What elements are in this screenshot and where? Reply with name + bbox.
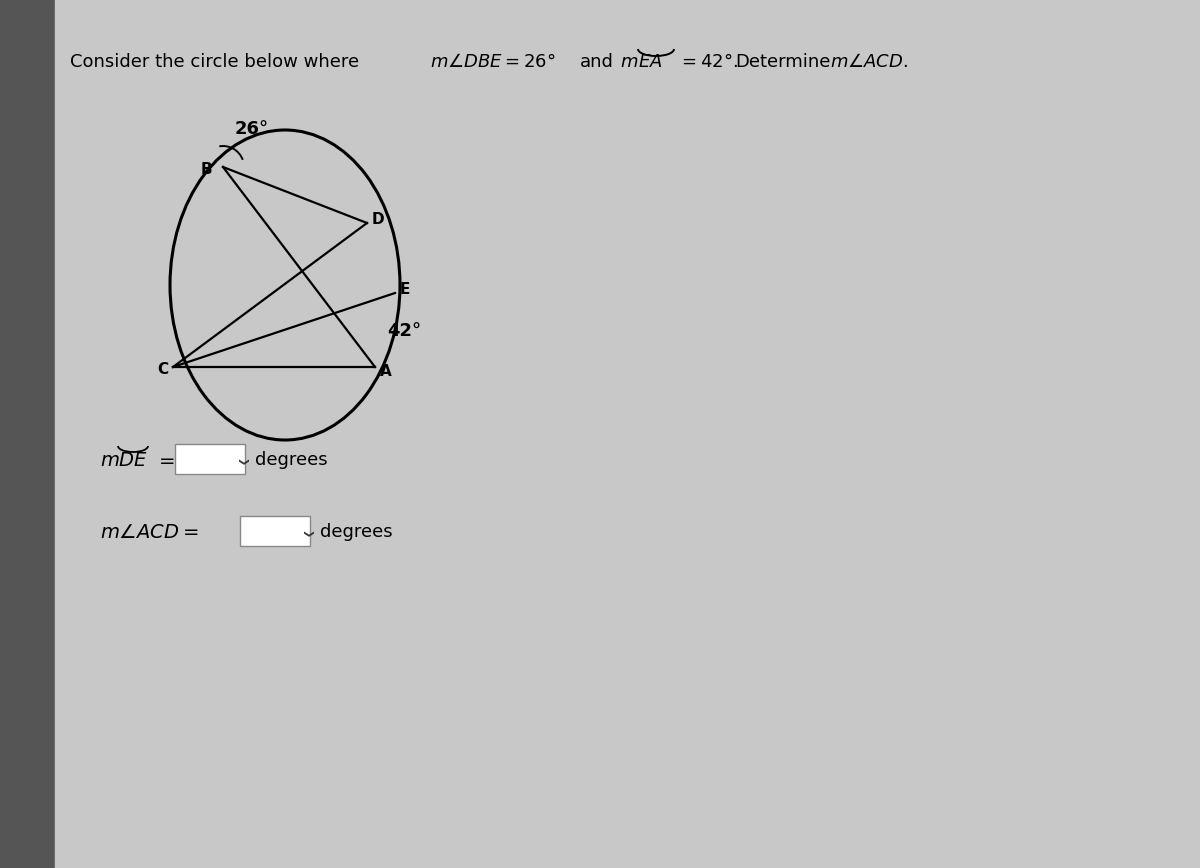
Text: $m\angle ACD =$: $m\angle ACD =$ xyxy=(100,523,199,542)
FancyBboxPatch shape xyxy=(175,444,245,474)
Text: ❯: ❯ xyxy=(302,530,312,538)
Text: 26°: 26° xyxy=(235,120,269,138)
Text: 42°: 42° xyxy=(386,322,421,340)
Text: $=$: $=$ xyxy=(155,450,175,470)
Text: $m\angle DBE = 26°$: $m\angle DBE = 26°$ xyxy=(430,53,556,71)
Text: $= 42°.$: $= 42°.$ xyxy=(678,53,738,71)
Text: E: E xyxy=(400,281,410,297)
Text: C: C xyxy=(157,361,168,377)
Text: $m\angle ACD.$: $m\angle ACD.$ xyxy=(830,53,908,71)
Text: $m$: $m$ xyxy=(620,53,638,71)
Text: $m$: $m$ xyxy=(100,450,120,470)
Text: $DE$: $DE$ xyxy=(118,450,148,470)
Text: ❯: ❯ xyxy=(238,458,247,466)
Bar xyxy=(0,0,55,868)
Text: degrees: degrees xyxy=(320,523,392,541)
Text: B: B xyxy=(202,161,212,176)
Text: A: A xyxy=(380,364,391,378)
Text: and: and xyxy=(580,53,614,71)
Text: D: D xyxy=(372,212,385,227)
Text: Determine: Determine xyxy=(734,53,830,71)
FancyBboxPatch shape xyxy=(240,516,310,546)
Text: $EA$: $EA$ xyxy=(638,53,662,71)
Text: degrees: degrees xyxy=(256,451,328,469)
Text: Consider the circle below where: Consider the circle below where xyxy=(70,53,359,71)
